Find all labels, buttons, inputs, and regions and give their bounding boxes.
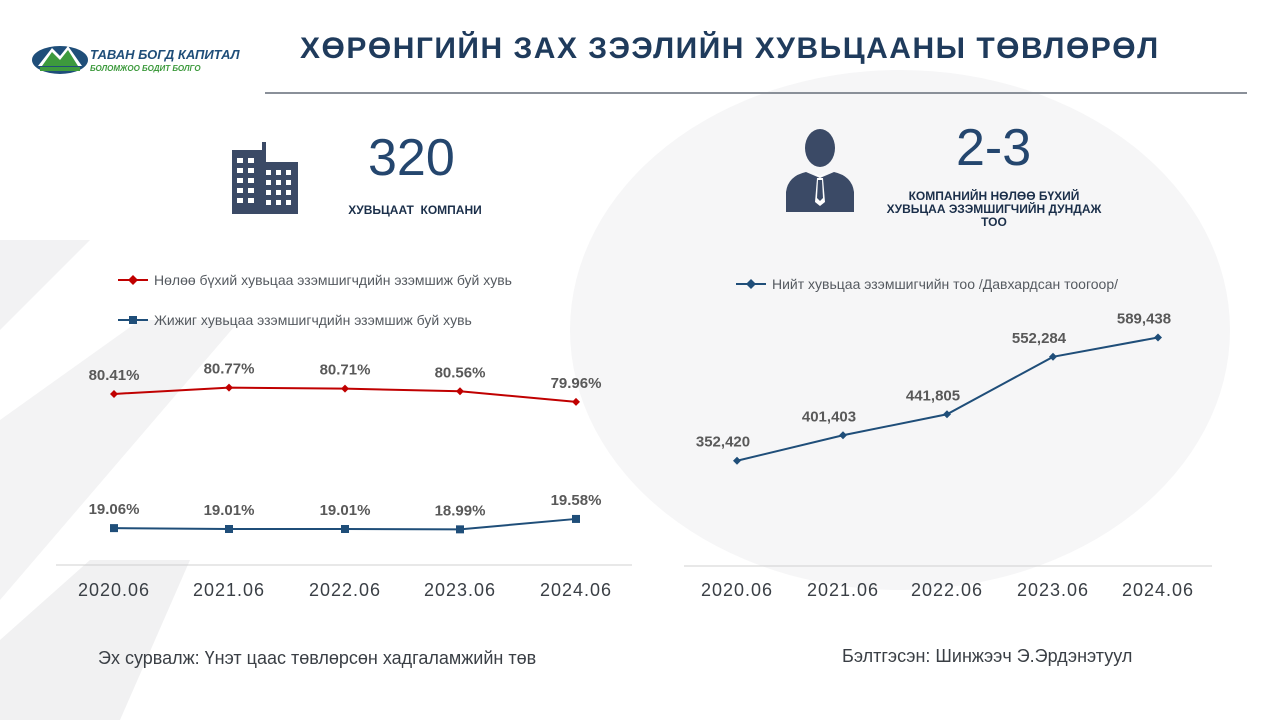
data-label: 18.99% <box>435 502 486 519</box>
x-tick-label: 2022.06 <box>911 580 983 600</box>
data-label: 80.41% <box>89 367 140 384</box>
data-point <box>572 397 580 406</box>
holders-label-line-3: ТОО <box>981 215 1007 229</box>
holders-label: КОМПАНИЙН НӨЛӨӨ БҮХИЙ ХУВЬЦАА ЭЗЭМШИГЧИЙ… <box>872 190 1116 229</box>
x-tick-label: 2022.06 <box>309 580 381 600</box>
source-note: Эх сурвалж: Үнэт цаас төвлөрсөн хадгалам… <box>98 648 537 668</box>
x-tick-label: 2023.06 <box>424 580 496 600</box>
holders-label-line-2: ХУВЬЦАА ЭЗЭМШИГЧИЙН ДУНДАЖ <box>886 202 1102 216</box>
x-tick-label: 2024.06 <box>1122 580 1194 600</box>
data-point <box>733 456 741 465</box>
data-label: 79.96% <box>551 375 602 392</box>
legend-label-major-holders: Нөлөө бүхий хувьцаа эзэмшигчдийн эзэмшиж… <box>154 272 512 288</box>
logo-tagline: БОЛОМЖОО БОДИТ БОЛГО <box>90 64 201 73</box>
legend-marker-navy <box>118 316 148 324</box>
data-label: 19.58% <box>551 492 602 509</box>
data-point <box>110 389 118 398</box>
legend-label-total-holders: Нийт хувьцаа эзэмшигчийн тоо /Давхардсан… <box>772 276 1119 292</box>
legend-marker-navy-diamond <box>736 279 766 289</box>
data-point <box>1154 333 1162 342</box>
x-tick-label: 2021.06 <box>193 580 265 600</box>
data-label: 441,805 <box>906 387 960 404</box>
legend-item-major-holders: Нөлөө бүхий хувьцаа эзэмшигчдийн эзэмшиж… <box>118 272 512 288</box>
legend-label-minor-holders: Жижиг хувьцаа эзэмшигчдийн эзэмшиж буй х… <box>154 312 472 328</box>
title-divider <box>265 92 1247 94</box>
data-label: 552,284 <box>1012 330 1067 347</box>
data-point <box>110 524 118 533</box>
holders-label-line-1: КОМПАНИЙН НӨЛӨӨ БҮХИЙ <box>908 189 1080 203</box>
companies-label: ХУВЬЦААТ КОМПАНИ <box>348 203 482 217</box>
x-tick-label: 2024.06 <box>540 580 612 600</box>
legend-item-total-holders: Нийт хувьцаа эзэмшигчийн тоо /Давхардсан… <box>736 276 1118 292</box>
page-title: ХӨРӨНГИЙН ЗАХ ЗЭЭЛИЙН ХУВЬЦААНЫ ТӨВЛӨРӨЛ <box>300 32 1160 65</box>
companies-count: 320 <box>368 129 455 187</box>
holders-count: 2-3 <box>956 119 1032 177</box>
data-label: 80.56% <box>435 364 486 381</box>
company-logo: ТАВАН БОГД КАПИТАЛ БОЛОМЖОО БОДИТ БОЛГО <box>32 46 241 74</box>
data-point <box>1049 352 1057 361</box>
x-tick-label: 2023.06 <box>1017 580 1089 600</box>
data-point <box>572 514 580 523</box>
data-point <box>225 383 233 392</box>
data-label: 589,438 <box>1117 310 1171 327</box>
data-label: 80.77% <box>204 361 255 378</box>
data-point <box>943 410 951 419</box>
logo-text: ТАВАН БОГД КАПИТАЛ <box>90 47 241 62</box>
data-point <box>456 525 464 534</box>
building-icon <box>232 142 298 214</box>
data-label: 19.01% <box>204 502 255 519</box>
legend-marker-red <box>118 275 148 285</box>
data-label: 19.06% <box>89 501 140 518</box>
data-point <box>341 525 349 533</box>
x-tick-label: 2020.06 <box>78 580 150 600</box>
data-point <box>456 387 464 396</box>
data-label: 352,420 <box>696 434 750 451</box>
x-tick-label: 2020.06 <box>701 580 773 600</box>
data-label: 19.01% <box>320 502 371 519</box>
x-tick-label: 2021.06 <box>807 580 879 600</box>
data-point <box>341 384 349 393</box>
businessman-icon <box>786 129 854 212</box>
legend-item-minor-holders: Жижиг хувьцаа эзэмшигчдийн эзэмшиж буй х… <box>118 312 472 328</box>
prepared-by-note: Бэлтгэсэн: Шинжээч Э.Эрдэнэтуул <box>842 646 1133 666</box>
data-label: 401,403 <box>802 408 856 425</box>
data-point <box>839 431 847 440</box>
data-point <box>225 525 233 533</box>
data-label: 80.71% <box>320 362 371 379</box>
